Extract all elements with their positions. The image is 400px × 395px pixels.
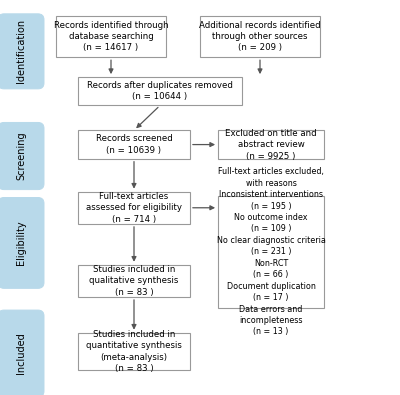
Text: Included: Included bbox=[16, 333, 26, 374]
Bar bbox=[78, 130, 190, 159]
Text: Screening: Screening bbox=[16, 132, 26, 181]
Text: Full-text articles excluded,
with reasons
Inconsistent interventions
(n = 195 )
: Full-text articles excluded, with reason… bbox=[216, 167, 326, 337]
Bar bbox=[218, 196, 324, 308]
Text: Eligibility: Eligibility bbox=[16, 221, 26, 265]
Text: Identification: Identification bbox=[16, 19, 26, 83]
Bar bbox=[200, 16, 320, 57]
Text: Records screened
(n = 10639 ): Records screened (n = 10639 ) bbox=[96, 134, 172, 155]
Bar bbox=[78, 265, 190, 297]
FancyBboxPatch shape bbox=[0, 198, 44, 288]
Bar bbox=[78, 192, 190, 224]
Text: Full-text articles
assessed for eligibility
(n = 714 ): Full-text articles assessed for eligibil… bbox=[86, 192, 182, 224]
Bar bbox=[218, 130, 324, 159]
Bar bbox=[78, 333, 190, 370]
Text: Records after duplicates removed
(n = 10644 ): Records after duplicates removed (n = 10… bbox=[87, 81, 233, 102]
Text: Excluded on title and
abstract review
(n = 9925 ): Excluded on title and abstract review (n… bbox=[225, 129, 317, 160]
Text: Studies included in
quantitative synthesis
(meta-analysis)
(n = 83 ): Studies included in quantitative synthes… bbox=[86, 330, 182, 373]
Text: Records identified through
database searching
(n = 14617 ): Records identified through database sear… bbox=[54, 21, 168, 53]
Text: Studies included in
qualitative synthesis
(n = 83 ): Studies included in qualitative synthesi… bbox=[89, 265, 179, 297]
Text: Additional records identified
through other sources
(n = 209 ): Additional records identified through ot… bbox=[199, 21, 321, 53]
Bar bbox=[78, 77, 242, 105]
FancyBboxPatch shape bbox=[0, 14, 44, 89]
FancyBboxPatch shape bbox=[0, 122, 44, 190]
Bar bbox=[56, 16, 166, 57]
FancyBboxPatch shape bbox=[0, 310, 44, 395]
